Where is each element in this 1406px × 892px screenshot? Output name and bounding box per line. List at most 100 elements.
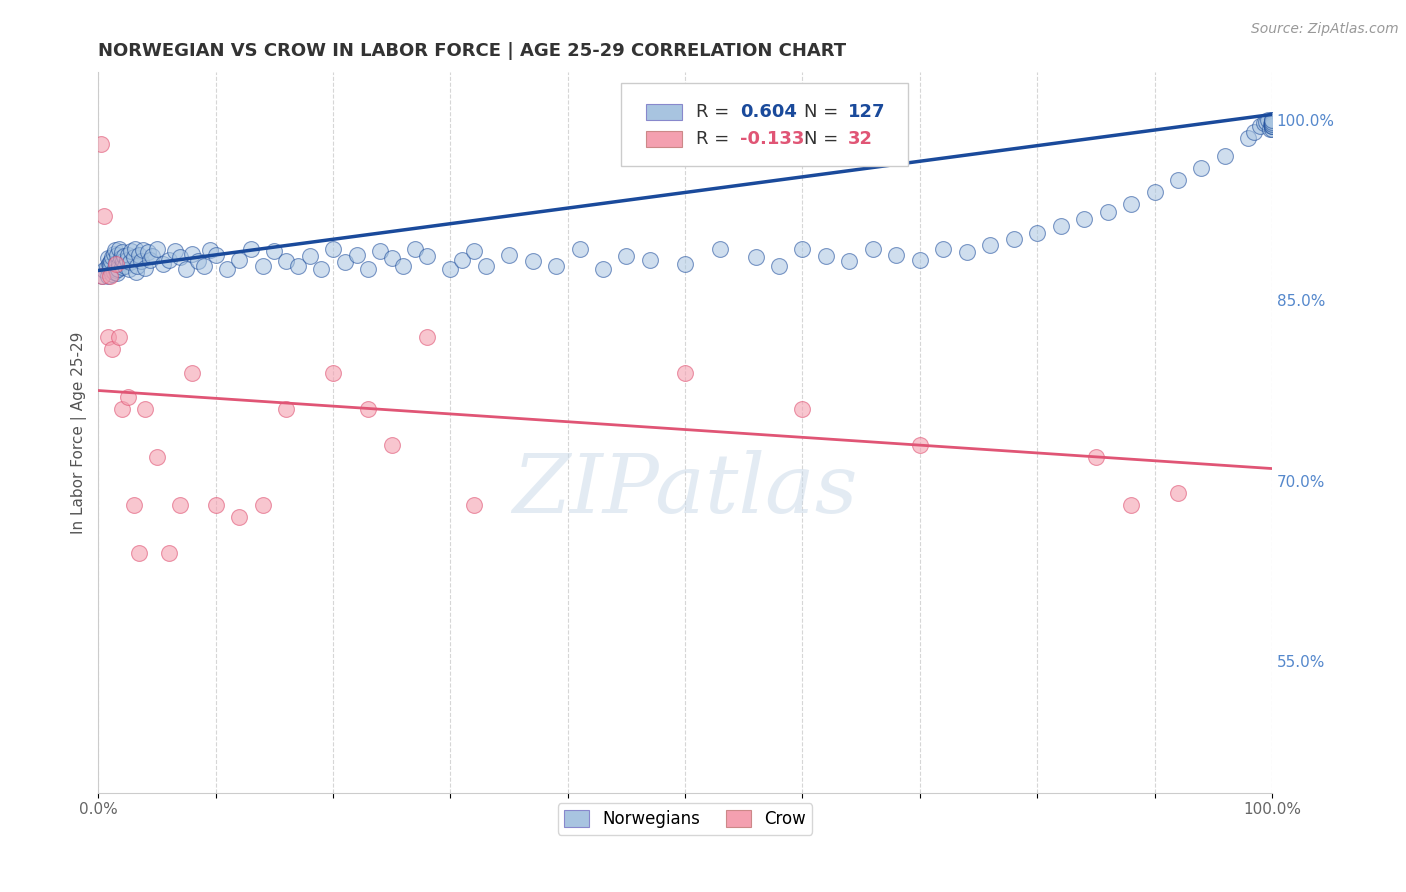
Point bbox=[97, 329, 120, 343]
Point bbox=[1253, 116, 1275, 130]
Text: ZIPatlas: ZIPatlas bbox=[512, 450, 858, 530]
Point bbox=[111, 253, 134, 268]
Point bbox=[381, 252, 404, 266]
Point bbox=[838, 253, 860, 268]
Point bbox=[886, 248, 908, 262]
Point bbox=[157, 545, 180, 559]
Point bbox=[97, 258, 120, 272]
Text: 32: 32 bbox=[848, 130, 873, 148]
Point bbox=[122, 250, 145, 264]
Point bbox=[198, 243, 221, 257]
Point bbox=[1261, 120, 1284, 134]
Point bbox=[322, 242, 344, 256]
Point bbox=[522, 253, 544, 268]
Point bbox=[908, 437, 931, 451]
Point bbox=[90, 269, 112, 284]
Point bbox=[136, 245, 159, 260]
Point bbox=[274, 401, 297, 416]
Point bbox=[103, 265, 125, 279]
Point bbox=[217, 262, 239, 277]
Point bbox=[228, 509, 250, 524]
Text: 127: 127 bbox=[848, 103, 886, 121]
Point bbox=[1261, 121, 1284, 136]
FancyBboxPatch shape bbox=[620, 83, 908, 166]
Point bbox=[105, 266, 128, 280]
Point bbox=[129, 253, 152, 268]
Point bbox=[157, 252, 180, 267]
Point bbox=[193, 259, 215, 273]
Point bbox=[104, 261, 127, 276]
Point bbox=[451, 252, 474, 267]
Text: R =: R = bbox=[696, 103, 735, 121]
Point bbox=[1143, 186, 1166, 200]
Point bbox=[416, 329, 439, 343]
Point bbox=[1261, 117, 1284, 131]
Point bbox=[1243, 125, 1265, 139]
Point bbox=[862, 242, 884, 256]
Point bbox=[1261, 120, 1284, 134]
Point bbox=[117, 390, 139, 404]
Point bbox=[346, 248, 368, 262]
Point bbox=[101, 250, 124, 264]
Point bbox=[108, 242, 131, 256]
Point bbox=[93, 263, 115, 277]
Point bbox=[97, 252, 120, 266]
Point bbox=[120, 244, 142, 259]
Point bbox=[463, 498, 485, 512]
Point bbox=[146, 450, 169, 464]
Point bbox=[1119, 197, 1142, 211]
Point bbox=[204, 248, 226, 262]
Point bbox=[110, 252, 132, 266]
Point bbox=[169, 250, 191, 264]
Point bbox=[814, 249, 837, 263]
Point bbox=[100, 253, 122, 268]
Point bbox=[163, 244, 186, 259]
Point bbox=[568, 242, 591, 256]
Point bbox=[311, 262, 333, 277]
Point bbox=[105, 248, 128, 262]
Point bbox=[101, 267, 124, 281]
Point bbox=[287, 259, 309, 273]
Point bbox=[1167, 173, 1189, 187]
Point bbox=[128, 248, 150, 262]
Point bbox=[122, 498, 145, 512]
Point bbox=[416, 249, 439, 263]
Point bbox=[1261, 116, 1284, 130]
Point bbox=[1261, 113, 1284, 128]
Point bbox=[169, 498, 191, 512]
Point bbox=[333, 255, 356, 269]
Point bbox=[134, 261, 156, 276]
Point bbox=[1167, 485, 1189, 500]
Point bbox=[204, 498, 226, 512]
Point bbox=[1260, 117, 1282, 131]
Text: Source: ZipAtlas.com: Source: ZipAtlas.com bbox=[1251, 22, 1399, 37]
Point bbox=[181, 366, 204, 380]
Point bbox=[98, 269, 121, 284]
Point bbox=[274, 253, 297, 268]
Point bbox=[103, 246, 125, 260]
Point bbox=[118, 255, 141, 269]
Point bbox=[104, 258, 127, 272]
Point bbox=[104, 256, 127, 270]
Point bbox=[93, 210, 115, 224]
Point bbox=[616, 249, 638, 263]
Point bbox=[134, 401, 156, 416]
Point bbox=[322, 366, 344, 380]
Point bbox=[1049, 219, 1071, 233]
Point bbox=[498, 248, 520, 262]
Point bbox=[1261, 116, 1284, 130]
Point bbox=[908, 252, 931, 267]
Point bbox=[381, 437, 404, 451]
Point bbox=[792, 242, 814, 256]
Point bbox=[1261, 113, 1284, 128]
Point bbox=[1261, 114, 1284, 128]
Point bbox=[118, 262, 141, 277]
Point bbox=[298, 249, 321, 263]
Point bbox=[98, 262, 121, 277]
Point bbox=[709, 242, 731, 256]
Text: -0.133: -0.133 bbox=[741, 130, 804, 148]
Point bbox=[181, 246, 204, 260]
Point bbox=[1002, 232, 1025, 246]
Point bbox=[128, 545, 150, 559]
Point bbox=[114, 259, 136, 273]
